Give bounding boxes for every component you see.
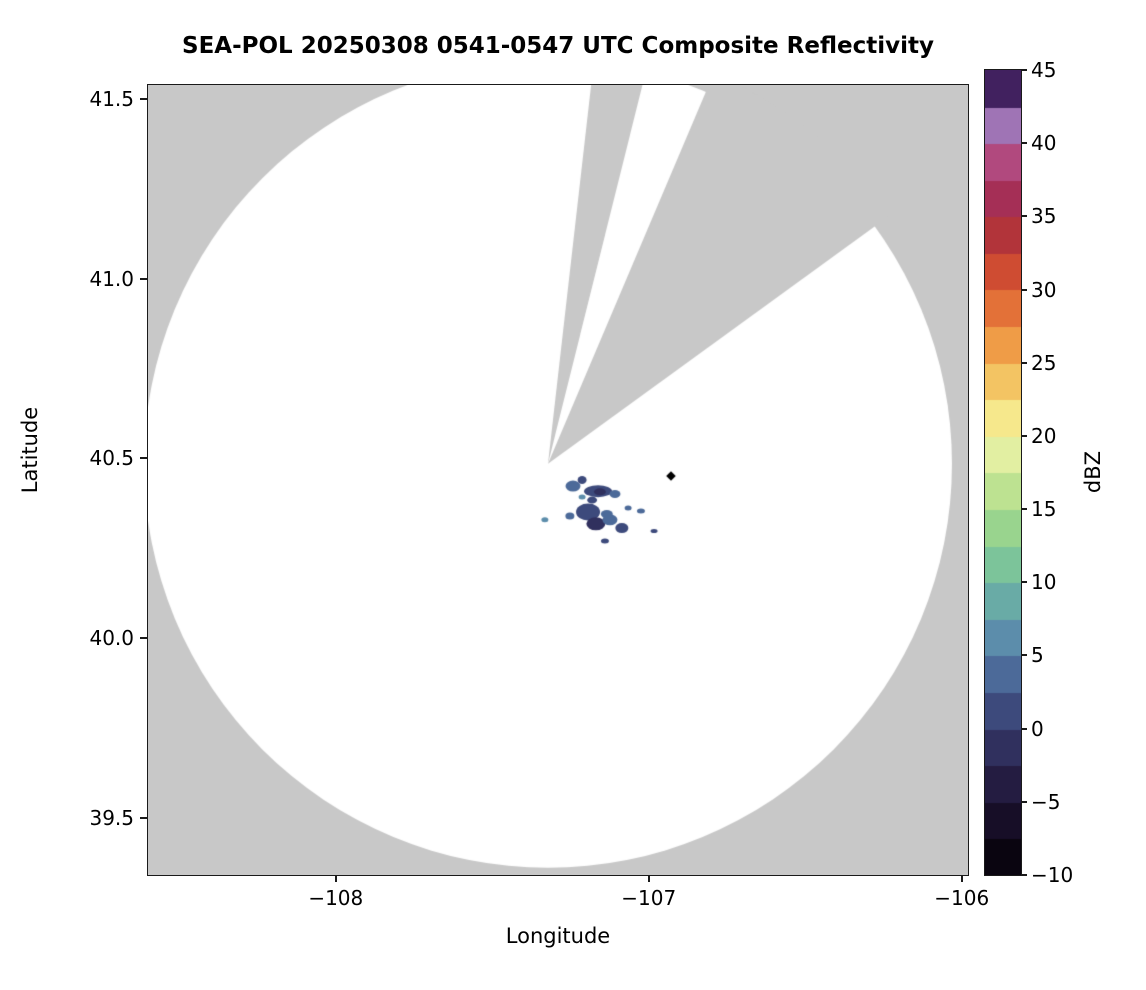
colorbar-tick-label: 45 — [1031, 58, 1057, 82]
colorbar-tick-mark — [1021, 508, 1027, 511]
colorbar — [984, 69, 1022, 876]
y-tick-label: 41.0 — [89, 266, 134, 291]
colorbar-tick-label: −10 — [1031, 863, 1074, 887]
colorbar-tick-label: 5 — [1031, 643, 1044, 668]
x-tick-label: −106 — [934, 886, 990, 910]
y-tick-mark — [140, 637, 147, 639]
colorbar-tick-label: 20 — [1031, 423, 1057, 448]
y-axis-label: Latitude — [18, 406, 42, 494]
colorbar-tick-mark — [1021, 361, 1027, 364]
colorbar-tick-label: 40 — [1031, 131, 1057, 156]
x-tick-label: −108 — [308, 886, 364, 910]
colorbar-tick-mark — [1021, 434, 1027, 437]
x-tick-label: −107 — [621, 886, 677, 910]
colorbar-tick-label: 10 — [1031, 570, 1057, 595]
colorbar-tick-mark — [1021, 727, 1027, 730]
y-tick-mark — [140, 457, 147, 460]
y-tick-mark — [140, 98, 147, 101]
x-axis-label: Longitude — [505, 924, 611, 948]
x-tick-mark — [960, 875, 963, 882]
plot-area — [147, 84, 969, 876]
y-tick-label: 41.5 — [89, 87, 134, 112]
colorbar-canvas — [985, 70, 1021, 875]
x-tick-mark — [334, 875, 337, 882]
colorbar-tick-mark — [1021, 142, 1027, 145]
y-tick-label: 39.5 — [89, 805, 134, 830]
colorbar-tick-mark — [1021, 288, 1027, 291]
colorbar-tick-mark — [1021, 874, 1027, 876]
radar-plot-canvas — [148, 85, 968, 875]
colorbar-tick-mark — [1021, 654, 1027, 657]
colorbar-tick-label: 25 — [1031, 350, 1057, 375]
y-tick-label: 40.5 — [89, 446, 134, 471]
x-tick-mark — [647, 875, 650, 882]
colorbar-tick-mark — [1021, 581, 1027, 584]
y-tick-mark — [140, 816, 147, 819]
colorbar-tick-label: 0 — [1031, 716, 1044, 741]
colorbar-tick-mark — [1021, 69, 1027, 71]
colorbar-label: dBZ — [1081, 450, 1105, 494]
y-tick-label: 40.0 — [89, 626, 134, 650]
colorbar-tick-mark — [1021, 800, 1027, 803]
chart-title: SEA-POL 20250308 0541-0547 UTC Composite… — [182, 33, 934, 59]
colorbar-tick-label: 35 — [1031, 204, 1057, 229]
colorbar-tick-label: 15 — [1031, 497, 1057, 522]
y-tick-mark — [140, 277, 147, 280]
colorbar-tick-label: 30 — [1031, 277, 1057, 302]
colorbar-tick-mark — [1021, 215, 1027, 218]
colorbar-tick-label: −5 — [1031, 789, 1061, 814]
